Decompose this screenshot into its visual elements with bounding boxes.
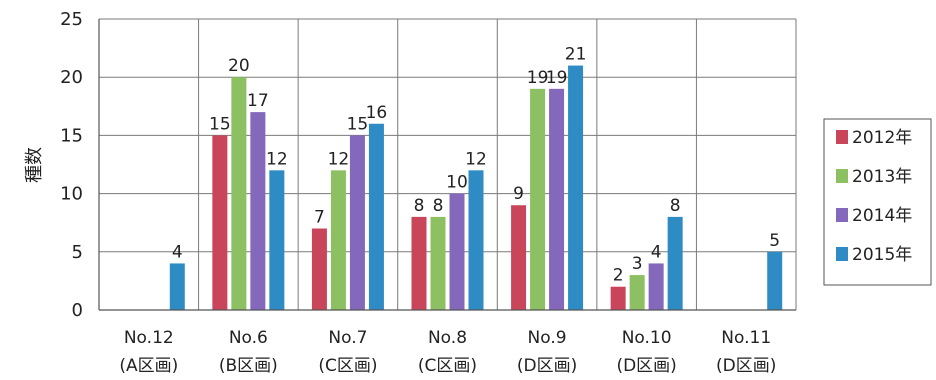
y-tick-label: 25 <box>60 9 83 30</box>
data-label: 15 <box>209 114 231 134</box>
data-label: 8 <box>414 196 425 216</box>
legend-swatch <box>836 208 848 222</box>
legend-swatch <box>836 169 848 183</box>
data-label: 12 <box>266 149 288 169</box>
data-label: 4 <box>651 242 662 262</box>
legend-label: 2015年 <box>852 245 912 265</box>
y-tick-label: 0 <box>72 300 83 321</box>
bar <box>568 65 584 310</box>
data-label: 12 <box>328 149 350 169</box>
bar <box>349 135 365 310</box>
bar <box>449 193 465 310</box>
y-tick-label: 15 <box>60 125 83 146</box>
data-label: 9 <box>513 184 524 204</box>
axes: 0510152025No.12(A区画)No.6(B区画)No.7(C区画)No… <box>60 9 796 376</box>
bar <box>530 88 546 310</box>
data-label: 8 <box>670 196 681 216</box>
data-label: 16 <box>366 103 388 123</box>
x-tick-sublabel: (D区画) <box>716 356 776 376</box>
data-label: 19 <box>527 68 549 88</box>
data-label: 17 <box>247 91 269 111</box>
legend: 2012年 2013年 2014年 2015年 <box>823 118 932 286</box>
legend-label: 2014年 <box>852 206 912 226</box>
data-label: 7 <box>314 208 325 228</box>
bar <box>430 216 446 310</box>
x-tick-sublabel: (B区画) <box>219 356 278 376</box>
legend-label: 2013年 <box>852 167 912 187</box>
data-label: 2 <box>613 266 624 286</box>
data-label: 15 <box>347 114 369 134</box>
y-tick-label: 5 <box>72 242 83 263</box>
bar <box>610 286 626 310</box>
data-label: 3 <box>632 254 643 274</box>
x-tick-label: No.6 <box>229 328 268 348</box>
y-tick-label: 10 <box>60 184 83 205</box>
legend-label: 2012年 <box>852 128 912 148</box>
x-tick-label: No.7 <box>328 328 367 348</box>
data-label: 21 <box>565 45 587 65</box>
x-tick-label: No.9 <box>528 328 567 348</box>
bar <box>250 112 266 311</box>
data-label: 12 <box>465 149 487 169</box>
x-tick-sublabel: (D区画) <box>517 356 577 376</box>
data-label: 20 <box>228 56 250 76</box>
bar <box>549 88 565 310</box>
bar <box>269 170 285 310</box>
bar <box>311 228 327 310</box>
x-tick-sublabel: (C区画) <box>318 356 377 376</box>
data-label: 19 <box>546 68 568 88</box>
x-tick-label: No.8 <box>428 328 467 348</box>
x-tick-label: No.11 <box>721 328 771 348</box>
bar <box>330 170 346 310</box>
bar <box>169 263 185 310</box>
bar <box>667 216 683 310</box>
bar <box>411 216 427 310</box>
bars <box>169 65 783 311</box>
bar <box>368 123 384 310</box>
legend-swatch <box>836 130 848 144</box>
data-label: 8 <box>433 196 444 216</box>
bar <box>648 263 664 310</box>
x-tick-label: No.12 <box>124 328 174 348</box>
data-label: 10 <box>446 173 468 193</box>
bar <box>511 205 527 310</box>
x-tick-label: No.10 <box>622 328 672 348</box>
grid-lines <box>98 18 797 311</box>
x-tick-sublabel: (C区画) <box>418 356 477 376</box>
data-label: 5 <box>769 231 780 251</box>
y-axis-label: 種数 <box>24 147 45 183</box>
x-tick-sublabel: (A区画) <box>119 356 178 376</box>
data-label: 4 <box>172 242 183 262</box>
x-tick-sublabel: (D区画) <box>616 356 676 376</box>
legend-swatch <box>836 247 848 261</box>
bar <box>629 275 645 310</box>
bar <box>231 77 247 310</box>
y-tick-label: 20 <box>60 67 83 88</box>
bar <box>468 170 484 310</box>
bar <box>212 135 228 310</box>
bar <box>767 251 783 310</box>
